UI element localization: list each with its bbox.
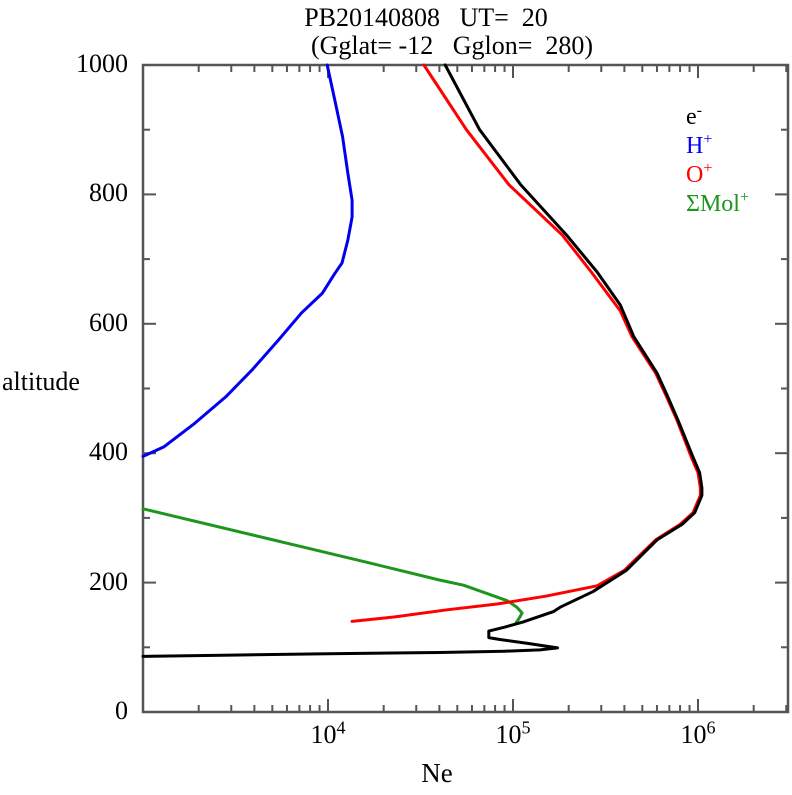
y-tick-label: 800 [89,178,128,208]
legend-item-e: e- [686,102,702,130]
legend-item-o: O+ [686,160,713,188]
y-tick-label: 400 [89,437,128,467]
chart-title: PB20140808 UT= 20 [304,3,548,32]
x-tick-label: 106 [680,717,716,749]
x-tick-label: 105 [495,717,531,749]
h-plus-curve [141,63,354,458]
o-plus-curve [350,63,702,623]
x-tick-label: 104 [310,717,346,749]
y-tick-label: 200 [89,566,128,596]
y-tick-label: 1000 [76,49,128,78]
y-tick-label: 0 [115,696,128,725]
y-tick-label: 600 [89,307,128,337]
y-axis-title: altitude [2,367,80,396]
chart-subtitle: (Gglat= -12 Gglon= 280) [310,31,594,60]
mol-plus-curve [141,507,524,625]
electron-density-curve [141,63,704,658]
legend-item-h: H+ [686,131,713,159]
x-axis-title: Ne [421,758,453,788]
legend-item-σmol: ΣMol+ [686,189,750,217]
